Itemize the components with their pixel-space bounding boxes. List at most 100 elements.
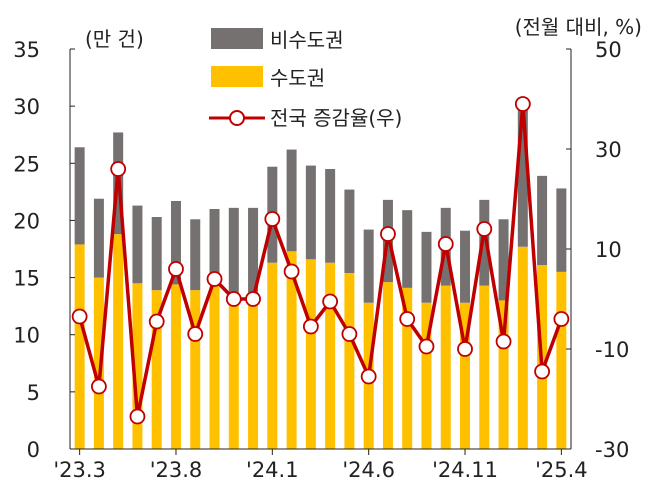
x-tick-label: '23.8 xyxy=(150,458,203,482)
growth-point-10 xyxy=(264,211,281,227)
bar-non-capital-6 xyxy=(190,219,201,291)
bar-capital-22 xyxy=(498,300,509,449)
bar-capital-23 xyxy=(517,246,528,449)
bar-capital-5 xyxy=(170,284,181,449)
growth-point-2 xyxy=(110,161,127,177)
bar-non-capital-18 xyxy=(421,231,432,303)
growth-point-9 xyxy=(245,291,261,307)
bar-capital-16 xyxy=(382,282,393,449)
legend: 비수도권 수도권 전국 증감율(우) xyxy=(209,28,402,130)
x-axis-ticks: '23.3 '23.8 '24.1 '24.6 '24.11 '25.4 xyxy=(53,449,588,482)
right-tick-label: 10 xyxy=(595,238,622,262)
bar-non-capital-7 xyxy=(209,209,220,275)
bar-non-capital-1 xyxy=(93,198,104,278)
bar-capital-2 xyxy=(113,234,124,449)
bar-non-capital-20 xyxy=(460,230,471,303)
x-tick-label: '24.6 xyxy=(342,458,395,482)
growth-point-15 xyxy=(360,368,377,385)
bar-capital-0 xyxy=(74,244,85,449)
bar-non-capital-9 xyxy=(248,207,259,293)
bar-non-capital-11 xyxy=(286,149,297,252)
growth-point-6 xyxy=(187,326,204,342)
growth-point-14 xyxy=(341,326,358,342)
x-tick-label: '24.11 xyxy=(432,458,498,482)
left-tick-label: 25 xyxy=(13,152,40,176)
growth-point-7 xyxy=(206,271,223,287)
left-axis-ticks: 0 5 10 15 20 25 30 35 xyxy=(13,38,75,462)
bar-capital-20 xyxy=(460,302,471,449)
bar-capital-6 xyxy=(190,290,201,449)
legend-swatch-capital xyxy=(211,66,263,87)
bar-non-capital-15 xyxy=(363,229,374,303)
growth-point-5 xyxy=(168,261,184,277)
left-tick-label: 30 xyxy=(13,95,40,119)
legend-label-capital: 수도권 xyxy=(270,66,325,90)
bar-capital-3 xyxy=(132,283,143,449)
growth-point-0 xyxy=(71,308,88,325)
bar-non-capital-25 xyxy=(556,188,567,272)
growth-point-3 xyxy=(129,408,146,425)
left-tick-label: 0 xyxy=(27,438,40,462)
right-axis-ticks: -30 -10 10 30 50 xyxy=(566,38,629,462)
right-tick-label: -10 xyxy=(595,338,629,362)
bar-non-capital-4 xyxy=(151,217,162,291)
left-tick-label: 10 xyxy=(13,324,40,348)
growth-point-4 xyxy=(148,313,165,330)
x-tick-label: '23.3 xyxy=(53,458,106,482)
growth-point-24 xyxy=(534,363,550,380)
bar-non-capital-17 xyxy=(402,210,413,288)
legend-label-growth: 전국 증감율(우) xyxy=(270,106,402,130)
legend-swatch-non-capital xyxy=(211,28,263,49)
bar-capital-9 xyxy=(248,292,259,449)
bar-capital-14 xyxy=(344,273,355,449)
left-tick-label: 35 xyxy=(13,38,40,62)
left-axis-unit: (만 건) xyxy=(85,27,144,51)
bar-non-capital-23 xyxy=(517,109,528,247)
growth-point-25 xyxy=(553,311,570,327)
left-tick-label: 20 xyxy=(13,209,40,233)
x-tick-label: '24.1 xyxy=(246,458,299,482)
right-tick-label: 30 xyxy=(595,138,622,162)
bar-capital-7 xyxy=(209,274,220,449)
bar-capital-25 xyxy=(556,271,567,449)
legend-label-non-capital: 비수도권 xyxy=(270,28,344,52)
right-axis-unit: (전월 대비, %) xyxy=(515,15,642,39)
growth-point-16 xyxy=(380,226,396,242)
x-tick-label: '25.4 xyxy=(535,458,588,482)
bar-non-capital-5 xyxy=(170,201,181,285)
left-tick-label: 15 xyxy=(13,267,40,291)
bar-capital-17 xyxy=(402,287,413,449)
bar-capital-18 xyxy=(421,302,432,449)
growth-point-11 xyxy=(283,263,300,280)
growth-point-12 xyxy=(302,318,319,335)
growth-point-21 xyxy=(476,221,493,237)
bar-capital-13 xyxy=(325,262,336,449)
right-tick-label: -30 xyxy=(595,438,629,462)
bar-non-capital-0 xyxy=(74,147,85,245)
bar-non-capital-13 xyxy=(325,169,336,263)
growth-point-23 xyxy=(514,96,531,112)
growth-point-19 xyxy=(437,236,454,252)
bar-non-capital-8 xyxy=(228,207,239,293)
growth-point-1 xyxy=(91,378,107,395)
growth-line xyxy=(77,102,564,419)
growth-line-layer xyxy=(71,96,570,425)
growth-point-22 xyxy=(495,333,512,350)
bar-capital-4 xyxy=(151,290,162,449)
legend-marker-growth xyxy=(229,110,245,126)
growth-point-8 xyxy=(225,291,242,307)
bar-non-capital-22 xyxy=(498,219,509,301)
right-tick-label: 50 xyxy=(595,38,622,62)
bar-capital-10 xyxy=(267,262,278,449)
growth-point-20 xyxy=(457,341,473,357)
bar-capital-11 xyxy=(286,251,297,449)
bar-non-capital-14 xyxy=(344,189,355,273)
bar-non-capital-3 xyxy=(132,205,143,284)
bar-non-capital-21 xyxy=(479,199,490,286)
bar-capital-19 xyxy=(440,285,451,449)
bar-capital-21 xyxy=(479,285,490,449)
bar-non-capital-24 xyxy=(537,175,548,265)
bar-non-capital-12 xyxy=(305,165,316,260)
growth-point-13 xyxy=(322,293,339,310)
